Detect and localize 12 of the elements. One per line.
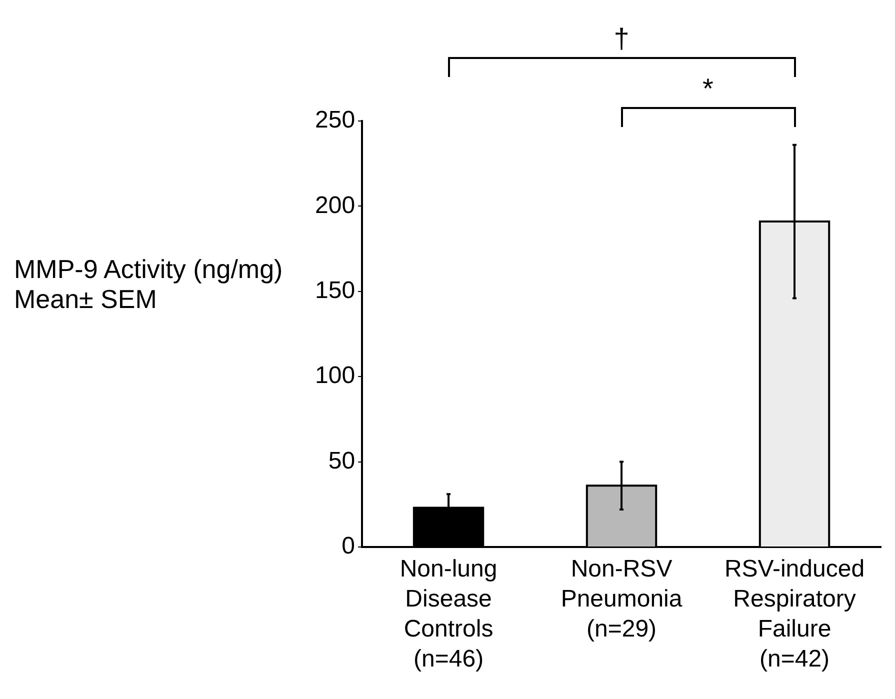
y-tick-label: 0: [342, 532, 356, 560]
y-tick-label: 50: [328, 447, 356, 474]
x-tick-label: RSV-induced Respiratory Failure (n=42): [724, 556, 865, 673]
y-tick-label: 250: [314, 106, 356, 134]
y-axis-title: MMP-9 Activity (ng/mg) Mean± SEM: [14, 254, 283, 314]
x-tick-label: Non-RSV Pneumonia (n=29): [560, 556, 683, 643]
text: †: [614, 23, 630, 55]
text: *: [702, 73, 714, 105]
y-tick-label: 100: [314, 362, 356, 390]
x-tick-label: Non-lung Disease Controls (n=46): [400, 556, 498, 673]
y-tick-label: 150: [314, 277, 356, 304]
y-tick-label: 200: [314, 192, 356, 219]
